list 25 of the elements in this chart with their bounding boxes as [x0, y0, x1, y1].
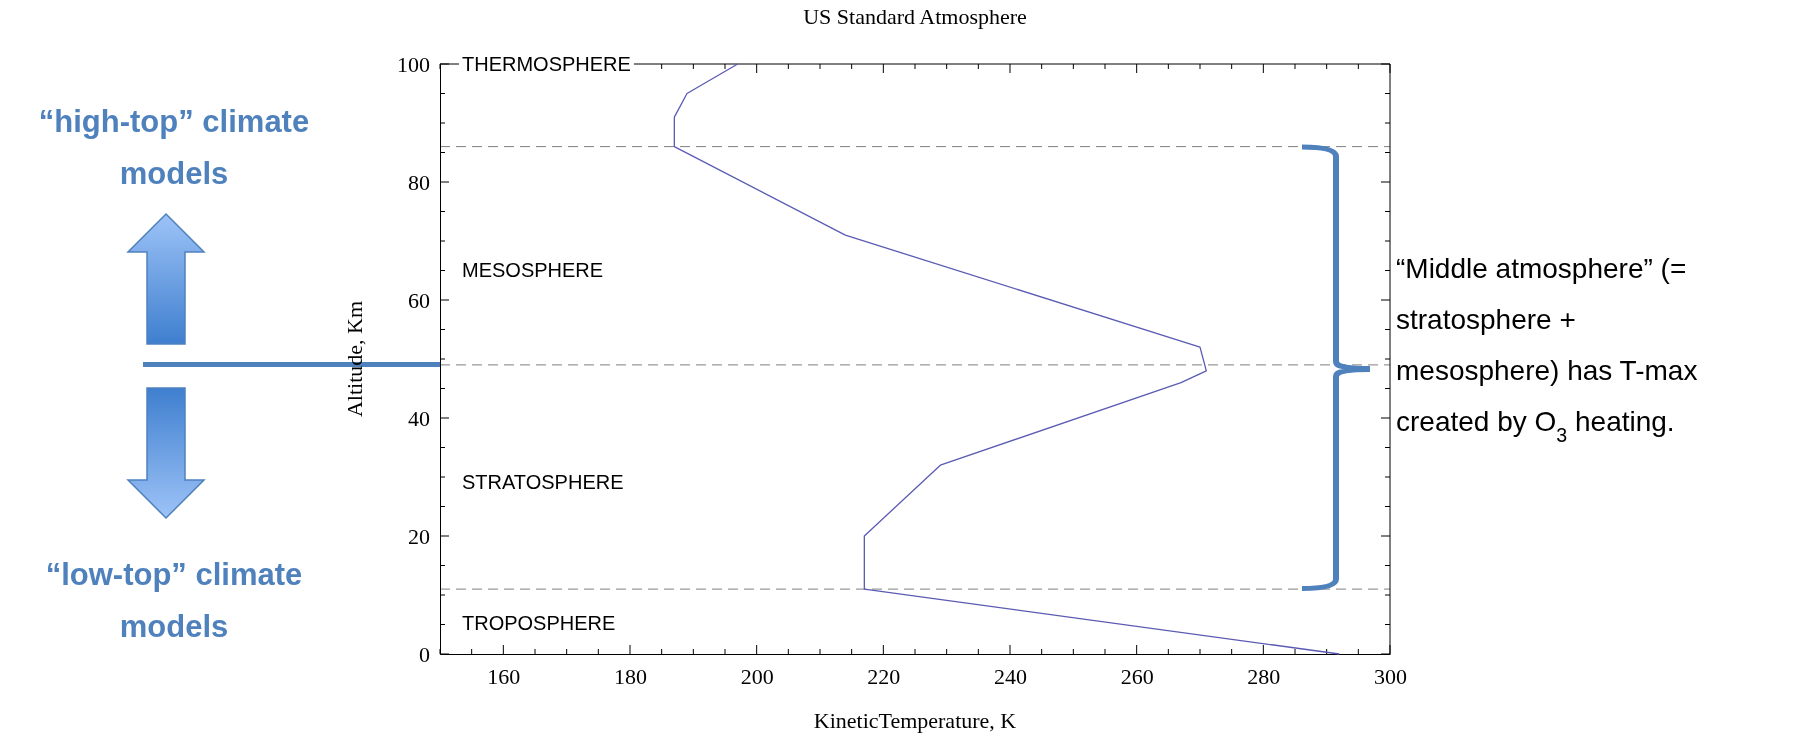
text: “high-top” climate models: [38, 104, 310, 191]
annotation: THERMOSPHERE: [462, 53, 631, 75]
y-tick-label: 40: [408, 405, 430, 431]
text: “Middle atmosphere” (= stratosphere + mesosphere) has T-max created by O$_{3}$ heating.: [1396, 253, 1698, 446]
x-tick-label: 180: [614, 663, 647, 689]
y-axis-title: Altitude, Km: [342, 300, 367, 418]
chart-title: US Standard Atmosphere: [803, 4, 1027, 29]
x-axis-title: KineticTemperature, K: [813, 708, 1017, 733]
annotation: STRATOSPHERE: [462, 471, 624, 493]
y-tick-label: 20: [408, 523, 430, 549]
x-tick-label: 160: [487, 663, 521, 689]
line-series: [673, 63, 1340, 655]
annotation: TROPOSPHERE: [462, 612, 616, 634]
x-tick-label: 220: [867, 663, 901, 689]
y-tick-label: 0: [419, 641, 430, 667]
y-tick-label: 60: [408, 287, 430, 313]
y-tick-label: 80: [408, 169, 430, 195]
x-tick-label: 260: [1120, 663, 1154, 689]
x-tick-label: 240: [994, 663, 1027, 689]
y-tick-label: 100: [397, 51, 430, 77]
annotation: MESOSPHERE: [462, 259, 604, 281]
x-tick-label: 280: [1247, 663, 1281, 689]
text: “low-top” climate models: [45, 557, 303, 644]
x-tick-label: 200: [740, 663, 774, 689]
x-tick-label: 300: [1374, 663, 1407, 689]
